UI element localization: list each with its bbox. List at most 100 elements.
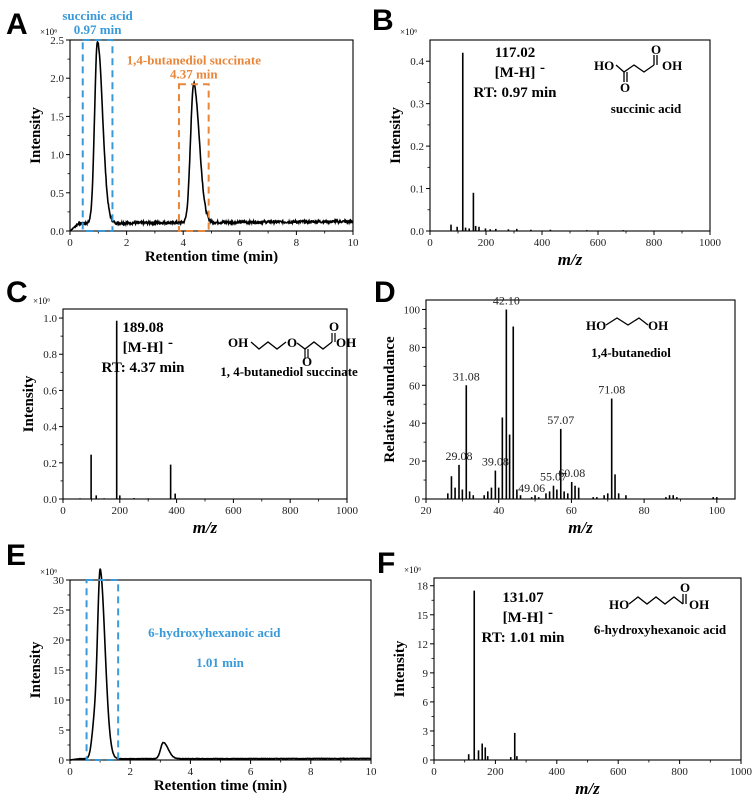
y-tick-label: 12 (417, 639, 428, 651)
x-tick-label: 2 (124, 237, 130, 249)
y-tick-label: 0 (415, 494, 421, 506)
annotation-mz: 117.02 (495, 45, 535, 61)
x-axis-label: Retention time (min) (145, 249, 278, 265)
y-tick-label: 0.3 (410, 99, 424, 111)
y-tick-label: 0.2 (410, 141, 424, 153)
panel-C: C 0 200 400 600 800 1000 0.0 0.2 0.4 0.6 0.8 1.0 m/z I… (6, 276, 359, 537)
compound-name: succinic acid (611, 101, 682, 116)
y-axis-label: Relative abundance (382, 336, 398, 463)
x-tick-label: 10 (348, 237, 360, 249)
highlight-box (81, 39, 114, 232)
peak-label: 49.06 (518, 481, 545, 495)
y-tick-label: 2.0 (50, 73, 64, 85)
y-multiplier: ×10⁶ (400, 27, 417, 37)
y-tick-label: 18 (417, 581, 429, 593)
bond-skeleton (615, 64, 655, 73)
x-tick-label: 800 (646, 237, 663, 249)
x-tick-label: 60 (566, 505, 578, 517)
peak-label: 29.08 (446, 449, 473, 463)
y-tick-label: 25 (53, 605, 65, 617)
y-tick-label: 0.8 (43, 349, 57, 361)
peak-label: 71.08 (598, 383, 625, 397)
x-tick-label: 600 (610, 766, 627, 778)
peak-label: 60.08 (558, 466, 585, 480)
atom-label: HO (586, 318, 606, 333)
panel-label: A (6, 8, 28, 41)
y-tick-label: 6 (423, 697, 429, 709)
x-tick-label: 0 (427, 237, 433, 249)
y-multiplier: ×10⁶ (404, 565, 421, 575)
box-label-time: 0.97 min (74, 22, 122, 37)
annotation-charge: - (548, 605, 553, 621)
box-label-time: 4.37 min (170, 66, 218, 81)
panel-label: E (6, 539, 26, 572)
box-label-compound: 6-hydroxyhexanoic acid (148, 625, 281, 640)
y-tick-label: 0.0 (410, 226, 424, 238)
x-tick-label: 20 (421, 505, 433, 517)
annotation-mz: 189.08 (122, 320, 163, 336)
x-tick-label: 4 (180, 237, 186, 249)
atom-label: O (620, 80, 630, 95)
atom-label: HO (609, 597, 629, 612)
compound-name: 6-hydroxyhexanoic acid (594, 622, 727, 637)
y-tick-label: 1.0 (50, 150, 64, 162)
x-tick-label: 1000 (699, 237, 722, 249)
x-tick-label: 600 (590, 237, 607, 249)
annotation-charge: - (168, 335, 173, 351)
x-tick-label: 0 (67, 237, 73, 249)
annotation-ion: [M-H] (123, 340, 164, 356)
x-tick-label: 600 (225, 505, 242, 517)
atom-label: HO (594, 58, 614, 73)
chromatogram-trace-E (69, 568, 372, 761)
y-tick-label: 100 (404, 304, 421, 316)
y-tick-label: 0.0 (50, 226, 64, 238)
atom-label: O (287, 335, 297, 350)
compound-name: 1, 4-butanediol succinate (220, 364, 358, 379)
x-tick-label: 100 (709, 505, 726, 517)
y-multiplier: ×10⁶ (40, 567, 57, 577)
x-tick-label: 10 (366, 766, 378, 778)
y-tick-label: 20 (53, 635, 65, 647)
box-label-compound: 1,4-butanediol succinate (127, 52, 262, 67)
x-tick-label: 200 (487, 766, 504, 778)
y-tick-label: 20 (409, 456, 421, 468)
annotation-ion: [M-H] (503, 610, 544, 626)
y-axis-label: Intensity (392, 640, 408, 697)
bond-skeleton (628, 596, 684, 605)
y-multiplier: ×10⁶ (40, 27, 57, 37)
y-tick-label: 0.4 (43, 422, 57, 434)
atom-label: OH (228, 335, 248, 350)
panel-label: B (372, 4, 394, 37)
peak-label: 39.08 (482, 455, 509, 469)
atom-label: O (329, 319, 339, 334)
y-tick-label: 9 (423, 668, 429, 680)
x-tick-label: 80 (639, 505, 651, 517)
y-tick-label: 60 (409, 380, 421, 392)
x-tick-label: 1000 (336, 505, 359, 517)
atom-label: O (680, 580, 690, 595)
bond-skeleton (250, 341, 287, 350)
y-tick-label: 15 (53, 665, 65, 677)
y-tick-label: 0.4 (410, 56, 424, 68)
y-tick-label: 0.2 (43, 458, 57, 470)
y-tick-label: 40 (409, 418, 421, 430)
x-tick-label: 4 (188, 766, 194, 778)
panel-B: B 0 200 400 600 800 1000 0.0 0.1 0.2 0.3 0.4 m/z Inte… (372, 4, 722, 269)
x-tick-label: 0 (60, 505, 66, 517)
annotation-charge: - (540, 60, 545, 76)
plot-frame-C (62, 308, 348, 500)
atom-label: OH (689, 597, 709, 612)
y-tick-label: 80 (409, 342, 421, 354)
x-tick-label: 200 (478, 237, 495, 249)
peak-label: 42.10 (493, 293, 520, 307)
bond-skeleton (605, 317, 649, 326)
x-tick-label: 200 (112, 505, 129, 517)
panel-label: D (374, 276, 396, 309)
x-tick-label: 0 (431, 766, 437, 778)
y-tick-label: 0.1 (410, 184, 424, 196)
y-tick-label: 30 (53, 575, 65, 587)
x-tick-label: 400 (168, 505, 185, 517)
panel-E: E 0 2 4 6 8 10 0 5 10 15 20 25 30 Retention time (min)… (6, 539, 377, 794)
x-axis-label: Retention time (min) (154, 778, 287, 794)
panel-F: F 0 200 400 600 800 1000 0 3 6 9 12 15 18 m/z Intensity… (377, 547, 753, 794)
